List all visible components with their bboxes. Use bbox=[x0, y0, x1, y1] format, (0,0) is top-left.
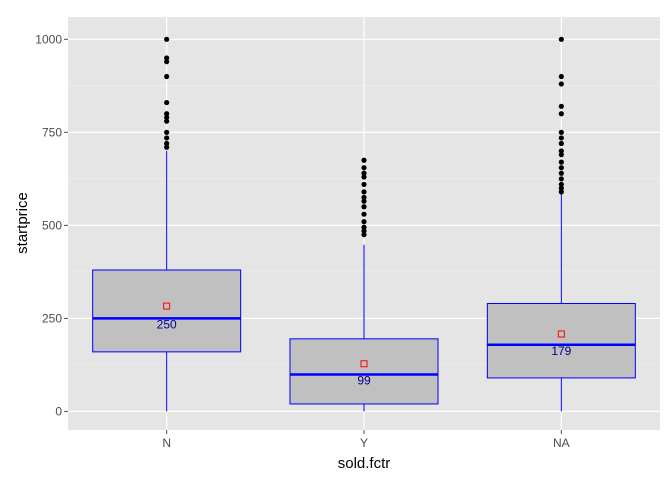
outlier-point bbox=[164, 36, 170, 42]
y-axis-ticks: 0 250 500 750 1000 bbox=[35, 32, 68, 418]
outlier-point bbox=[361, 157, 367, 163]
outlier-point bbox=[361, 174, 367, 180]
outlier-point bbox=[164, 129, 170, 135]
outlier-point bbox=[361, 170, 367, 176]
outlier-point bbox=[361, 181, 367, 188]
outlier-point bbox=[558, 159, 564, 165]
box-layer: 250 99 179 bbox=[92, 36, 636, 412]
outlier-point bbox=[164, 73, 170, 80]
outlier-point bbox=[558, 189, 564, 195]
outlier-point bbox=[164, 140, 170, 147]
outlier-point bbox=[558, 148, 564, 154]
box-group-n: 250 bbox=[92, 36, 242, 412]
median-value-label: 99 bbox=[357, 374, 371, 388]
outlier-point bbox=[558, 185, 564, 191]
outlier-point bbox=[361, 189, 367, 195]
outlier-point bbox=[558, 135, 564, 141]
outlier-point bbox=[558, 129, 564, 135]
outlier-point bbox=[164, 144, 170, 150]
box-group-y: 99 bbox=[289, 157, 439, 412]
x-tick-label: N bbox=[162, 436, 171, 450]
mean-marker bbox=[163, 302, 171, 310]
x-tick-label: Y bbox=[360, 436, 368, 450]
outlier-point bbox=[558, 176, 564, 182]
outlier-point bbox=[361, 224, 367, 230]
outlier-point bbox=[164, 99, 170, 106]
box-group-na: 179 bbox=[486, 36, 636, 412]
outlier-point bbox=[361, 198, 367, 204]
y-axis-title: startprice bbox=[14, 192, 31, 254]
outlier-point bbox=[361, 211, 367, 217]
x-axis-ticks: N Y NA bbox=[162, 430, 570, 450]
outlier-point bbox=[558, 111, 564, 117]
outlier-point bbox=[361, 232, 367, 238]
y-tick-label: 750 bbox=[42, 125, 62, 139]
outlier-point bbox=[361, 165, 367, 171]
outlier-point bbox=[164, 55, 170, 61]
mean-marker bbox=[557, 330, 565, 338]
outlier-point bbox=[361, 204, 367, 210]
outlier-point bbox=[558, 140, 564, 147]
outlier-point bbox=[558, 73, 564, 80]
y-tick-label: 500 bbox=[42, 218, 62, 232]
median-value-label: 250 bbox=[157, 317, 177, 331]
y-tick-label: 1000 bbox=[35, 32, 62, 46]
outlier-point bbox=[164, 114, 170, 121]
outlier-point bbox=[164, 135, 170, 141]
outlier-point bbox=[558, 181, 564, 188]
outlier-point bbox=[361, 219, 367, 225]
iqr-box bbox=[289, 338, 439, 405]
outlier-point bbox=[558, 170, 564, 176]
iqr-box bbox=[92, 269, 242, 353]
outlier-point bbox=[558, 152, 564, 158]
outlier-point bbox=[361, 228, 367, 234]
outlier-point bbox=[164, 59, 170, 65]
outlier-point bbox=[558, 103, 564, 109]
median-value-label: 179 bbox=[551, 344, 571, 358]
x-axis-title: sold.fctr bbox=[338, 455, 391, 472]
outlier-point bbox=[164, 111, 170, 117]
y-tick-label: 250 bbox=[42, 311, 62, 325]
mean-marker bbox=[360, 360, 368, 368]
x-tick-label: NA bbox=[553, 436, 570, 450]
outlier-point bbox=[361, 194, 367, 201]
outlier-point bbox=[558, 81, 564, 87]
outlier-point bbox=[558, 165, 564, 171]
outlier-point bbox=[164, 118, 170, 124]
outlier-point bbox=[558, 36, 564, 42]
iqr-box bbox=[486, 302, 636, 379]
y-tick-label: 0 bbox=[55, 404, 62, 418]
